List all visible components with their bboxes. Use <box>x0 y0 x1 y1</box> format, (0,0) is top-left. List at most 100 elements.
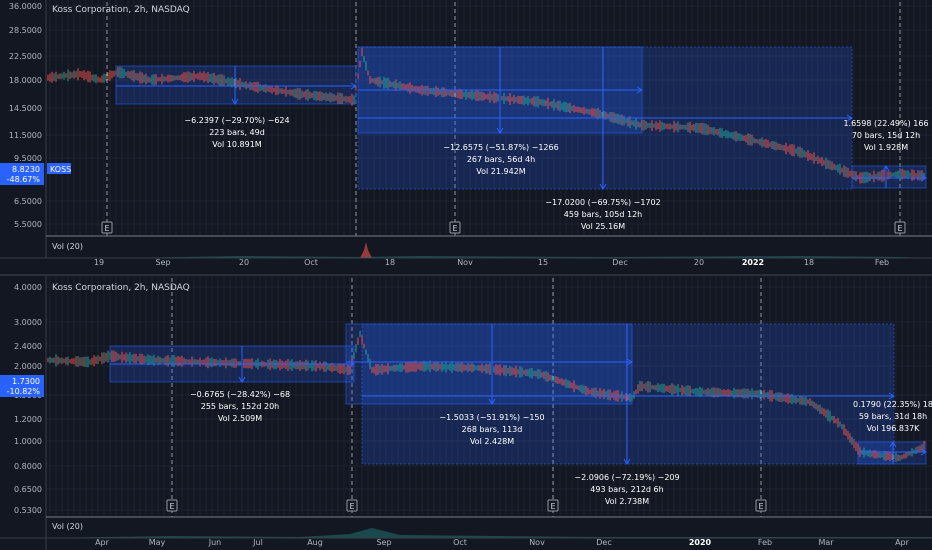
x-tick-label: 20 <box>694 258 704 267</box>
y-tick-label: 14.5000 <box>9 104 42 113</box>
x-tick-label: Nov <box>457 258 473 267</box>
x-tick-label: Apr <box>95 538 110 547</box>
y-tick-label: 0.6500 <box>14 485 42 494</box>
y-tick-label: 4.0000 <box>14 283 42 292</box>
earnings-marker[interactable]: E <box>449 221 461 234</box>
x-tick-label: Jul <box>252 538 263 547</box>
change-percent-label: -10.82% <box>7 387 41 396</box>
x-tick-label: Mar <box>818 538 834 547</box>
volume-bars <box>46 528 932 538</box>
y-tick-label: 36.0000 <box>9 2 42 11</box>
symbol-tag <box>47 163 71 174</box>
earnings-marker-label: E <box>550 502 555 511</box>
measure-label-2: −12.6575 (−51.87%) −1266 267 bars, 56d 4… <box>443 143 558 176</box>
svg-text:59 bars, 31d 18h: 59 bars, 31d 18h <box>859 412 927 421</box>
x-tick-label: Apr <box>895 538 910 547</box>
measure-arrow-right <box>350 82 357 90</box>
svg-text:267 bars, 56d 4h: 267 bars, 56d 4h <box>467 155 535 164</box>
earnings-marker[interactable]: E <box>894 221 906 234</box>
time-axis[interactable]: Apr May Jun Jul Aug Sep Oct Nov Dec 2020 Feb Mar Apr <box>95 538 910 547</box>
measure-arrow-right <box>888 392 895 400</box>
symbol-label: KOSS <box>50 165 71 174</box>
measure-arrow-vertical <box>889 441 897 448</box>
x-tick-label: 15 <box>538 258 548 267</box>
measure-box-4[interactable] <box>851 165 927 189</box>
y-tick-label: 2.0000 <box>14 362 42 371</box>
measure-lines <box>116 47 927 190</box>
time-axis[interactable]: 19 Sep 20 Oct 18 Nov 15 Dec 20 2022 18 Feb <box>94 258 889 267</box>
panel-bottom[interactable]: 4.00003.00002.40002.00001.50001.20001.00… <box>0 276 932 550</box>
x-tick-label: Dec <box>612 258 627 267</box>
measure-label-3: −2.0906 (−72.19%) −209 493 bars, 212d 6h… <box>574 473 679 506</box>
measure-arrow-vertical <box>599 183 607 190</box>
y-tick-label: 18.0000 <box>9 76 42 85</box>
measure-arrow-vertical <box>882 165 890 172</box>
x-tick-label: Oct <box>453 538 467 547</box>
svg-text:493 bars, 212d 6h: 493 bars, 212d 6h <box>590 485 663 494</box>
chart-title: Koss Corporation, 2h, NASDAQ <box>52 283 190 293</box>
earnings-marker-label: E <box>104 224 109 233</box>
earnings-marker[interactable]: E <box>755 499 767 512</box>
svg-text:Vol 25.16M: Vol 25.16M <box>581 222 625 231</box>
svg-text:Vol 10.891M: Vol 10.891M <box>212 140 262 149</box>
measure-arrow-right <box>626 358 633 366</box>
price-label-box <box>0 375 44 397</box>
svg-text:Vol 196.837K: Vol 196.837K <box>867 424 921 433</box>
x-tick-label: Jun <box>208 538 222 547</box>
svg-text:−6.2397 (−29.70%) −624: −6.2397 (−29.70%) −624 <box>184 116 289 125</box>
svg-text:Vol 2.738M: Vol 2.738M <box>605 497 649 506</box>
change-percent-label: -48.67% <box>7 175 41 184</box>
price-candles[interactable] <box>45 47 925 184</box>
measure-arrow-vertical <box>238 376 246 383</box>
earnings-marker-label: E <box>758 502 763 511</box>
volume-spike <box>360 242 372 258</box>
svg-text:−1.5033 (−51.91%) −150: −1.5033 (−51.91%) −150 <box>439 413 544 422</box>
x-tick-label: Aug <box>307 538 323 547</box>
panel-top[interactable]: 36.0000 28.5000 22.5000 18.0000 14.5000 11.50… <box>0 0 932 267</box>
x-tick-label: 2020 <box>689 538 712 547</box>
earnings-marker[interactable]: E <box>346 499 358 512</box>
volume-label: Vol (20) <box>52 242 83 251</box>
price-axis[interactable]: 36.0000 28.5000 22.5000 18.0000 14.5000 11.50… <box>9 2 42 229</box>
measure-arrow-vertical <box>488 398 496 405</box>
earnings-marker[interactable]: E <box>547 499 559 512</box>
measure-boxes[interactable] <box>109 323 927 465</box>
svg-text:−2.0906 (−72.19%) −209: −2.0906 (−72.19%) −209 <box>574 473 679 482</box>
measure-label-1: −0.6765 (−28.42%) −68 255 bars, 152d 20h… <box>190 390 290 423</box>
measure-label-2: −1.5033 (−51.91%) −150 268 bars, 113d Vo… <box>439 413 544 446</box>
measure-arrow-right <box>920 174 927 182</box>
price-label-box <box>0 163 44 185</box>
volume-label: Vol (20) <box>52 522 83 531</box>
y-tick-label: 0.5300 <box>14 506 42 515</box>
current-price-label: 1.7300 <box>12 377 40 386</box>
y-tick-label: 6.5000 <box>14 197 42 206</box>
x-tick-label: Feb <box>758 538 772 547</box>
svg-text:459 bars, 105d 12h: 459 bars, 105d 12h <box>564 210 642 219</box>
y-tick-label: 11.5000 <box>9 131 42 140</box>
svg-text:−0.6765 (−28.42%) −68: −0.6765 (−28.42%) −68 <box>190 390 290 399</box>
x-tick-label: Oct <box>304 258 318 267</box>
earnings-marker[interactable]: E <box>101 221 113 234</box>
svg-text:1.6598 (22.49%) 166: 1.6598 (22.49%) 166 <box>843 119 928 128</box>
svg-text:0.1790 (22.35%) 18: 0.1790 (22.35%) 18 <box>853 400 932 409</box>
x-tick-label: Nov <box>529 538 545 547</box>
svg-text:255 bars, 152d 20h: 255 bars, 152d 20h <box>201 402 279 411</box>
x-tick-label: 2022 <box>742 258 764 267</box>
y-tick-label: 2.4000 <box>14 342 42 351</box>
svg-text:Vol 21.942M: Vol 21.942M <box>476 167 526 176</box>
earnings-marker[interactable]: E <box>166 499 178 512</box>
current-price-label: 8.8230 <box>12 165 40 174</box>
panel-divider <box>0 274 932 276</box>
measure-arrow-vertical <box>231 98 239 105</box>
x-tick-label: May <box>149 538 166 547</box>
svg-text:−12.6575 (−51.87%) −1266: −12.6575 (−51.87%) −1266 <box>443 143 558 152</box>
measure-box-3[interactable] <box>361 323 895 465</box>
x-tick-label: 19 <box>94 258 104 267</box>
earnings-marker-label: E <box>452 224 457 233</box>
y-tick-label: 1.0000 <box>14 437 42 446</box>
y-tick-label: 0.8000 <box>14 462 42 471</box>
measure-label-3: −17.0200 (−69.75%) −1702 459 bars, 105d … <box>545 198 660 231</box>
